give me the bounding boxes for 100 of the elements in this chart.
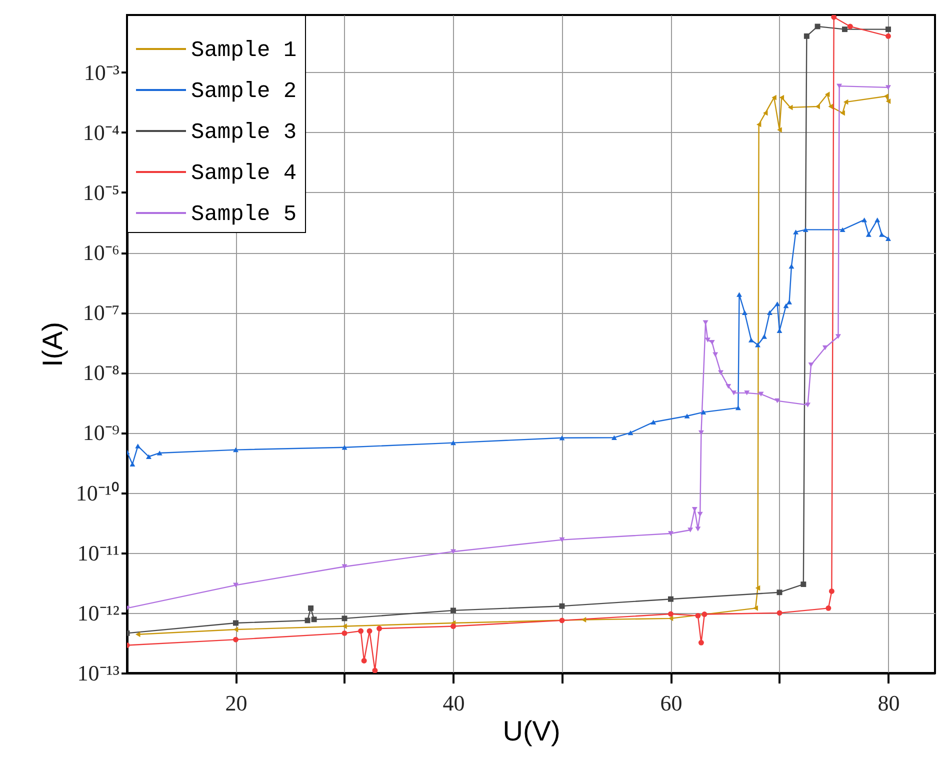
point [886,236,891,242]
y-tick-label: 10⁻¹³ [77,660,120,686]
point [874,217,880,222]
point [802,227,808,232]
legend-label: Sample 2 [191,79,297,104]
legend-label: Sample 5 [191,202,297,227]
point [762,334,768,339]
y-tick-label: 10⁻⁷ [82,300,120,326]
x-tick-label: 40 [442,690,465,716]
point [755,585,760,591]
legend-label: Sample 4 [191,161,297,186]
point [146,454,152,460]
point [559,436,565,440]
x-axis-title: U(V) [502,716,560,746]
y-tick-label: 10⁻⁴ [82,120,120,145]
point [886,26,891,32]
point [304,618,310,624]
point [581,617,586,622]
point [135,444,141,448]
point [884,93,888,99]
point [748,338,754,342]
point [828,588,834,594]
point [774,301,780,306]
point [840,227,846,232]
point [835,334,841,339]
point [233,447,238,452]
point [800,582,806,588]
point [450,608,456,614]
point [758,392,764,396]
point [786,300,792,304]
point [793,230,799,234]
point [804,33,810,39]
y-tick-label: 10⁻¹¹ [77,540,120,566]
point [450,549,456,554]
point [233,636,238,642]
point [788,104,793,110]
point [233,620,238,626]
point [777,127,782,133]
y-tick-label: 10⁻¹² [77,600,120,626]
point [886,85,891,90]
point [684,414,690,418]
point [361,658,367,664]
point [831,15,837,20]
point [372,668,378,673]
x-tick-label: 80 [878,690,900,716]
point [342,624,347,629]
point [136,632,140,638]
point [308,605,314,611]
point [805,402,811,408]
point [156,450,162,456]
point [668,611,674,617]
point [366,628,372,634]
point [736,292,742,297]
point [668,531,674,536]
point [783,303,789,308]
point [311,616,317,622]
y-axis-title: I(A) [36,322,68,368]
point [755,342,760,348]
point [726,384,732,389]
point [130,462,136,467]
point [766,310,772,315]
point [744,390,750,396]
point [742,310,748,315]
x-tick-label: 20 [225,690,248,716]
point [358,628,364,634]
point [709,340,715,345]
point [862,217,868,222]
point [697,512,703,517]
point [814,24,820,30]
point [788,264,794,269]
point [688,528,694,532]
point [450,440,456,446]
point [822,345,828,350]
point [342,630,348,636]
y-tick-label: 10⁻¹⁰ [76,480,120,506]
point [695,526,701,532]
point [772,94,776,100]
point [824,92,830,98]
point [695,612,701,618]
point [842,26,848,32]
x-tick-label: 60 [660,690,682,716]
point [342,445,348,450]
point [698,640,704,646]
point [847,24,853,30]
point [779,94,784,100]
point [886,98,891,104]
point [756,122,762,128]
point [776,610,782,616]
point [668,596,674,602]
y-tick-label: 10⁻⁹ [82,420,120,446]
y-tick-label: 10⁻³ [84,60,120,85]
point [776,590,782,596]
point [886,33,891,39]
point [559,537,565,542]
point [628,430,634,436]
point [878,232,884,237]
legend-label: Sample 1 [191,38,297,63]
point [836,84,842,88]
point [866,232,872,237]
point [712,352,718,357]
